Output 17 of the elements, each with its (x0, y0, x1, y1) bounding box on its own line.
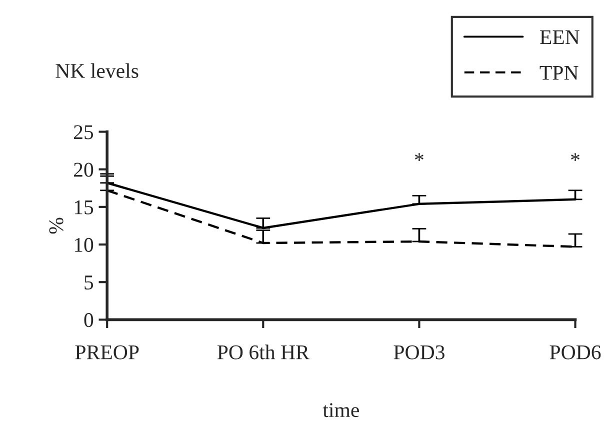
x-axis-title: time (322, 403, 359, 418)
legend-label: TPN (540, 66, 578, 80)
y-tick-label: 15 (74, 200, 94, 214)
x-tick-label: POD3 (394, 345, 444, 360)
annotation: * (571, 153, 580, 161)
annotation: * (415, 153, 424, 161)
x-tick-label: PREOP (75, 345, 139, 360)
y-tick-label: 10 (74, 238, 94, 252)
x-tick-label: POD6 (550, 345, 601, 360)
y-tick-label: 25 (74, 125, 94, 140)
y-axis-title: % (49, 218, 64, 234)
y-tick-label: 5 (84, 276, 94, 290)
y-tick-label: 0 (84, 313, 94, 328)
chart-title: NK levels (56, 63, 138, 78)
x-tick-label: PO 6th HR (217, 344, 310, 360)
y-tick-label: 20 (74, 162, 94, 177)
legend-label: EEN (540, 30, 580, 44)
